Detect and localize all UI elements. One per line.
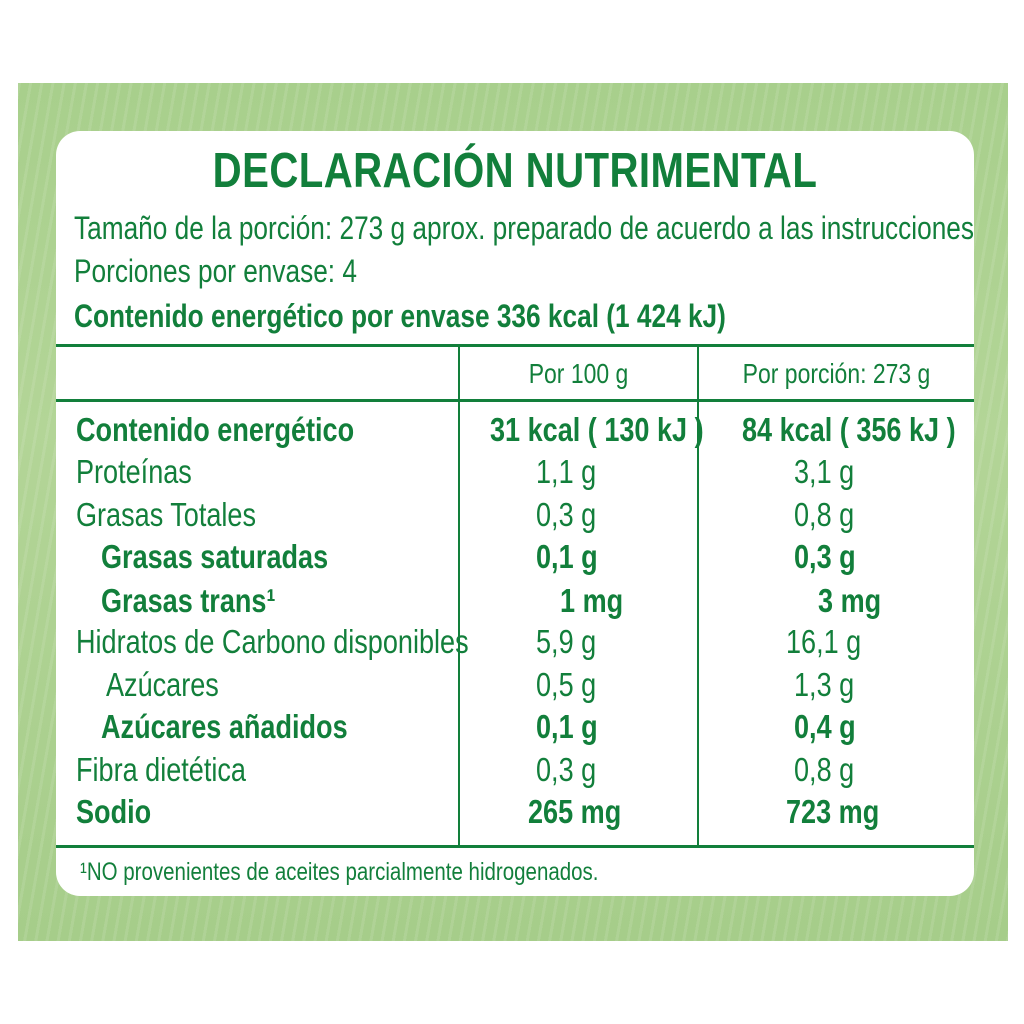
value-per-100g: 5,9 g (536, 623, 597, 660)
value-per-portion: 0,8 g (794, 751, 855, 788)
table-row: Grasas Totales 0,3 g 0,8 g (56, 494, 974, 536)
nutrient-name: Contenido energético (76, 411, 355, 448)
table-row: Proteínas 1,1 g 3,1 g (56, 451, 974, 493)
column-header-per-100g: Por 100 g (528, 358, 629, 389)
table-row: Grasas saturadas 0,1 g 0,3 g (56, 536, 974, 578)
value-per-100g: 1 mg (560, 582, 624, 619)
table-bottom-rule (56, 845, 974, 848)
table-row: Grasas trans¹ 1 mg 3 mg (56, 580, 974, 622)
nutrient-name: Grasas Totales (76, 496, 256, 533)
value-per-portion: 0,3 g (794, 538, 856, 575)
value-per-100g: 0,3 g (536, 496, 597, 533)
serving-size: Tamaño de la porción: 273 g aprox. prepa… (74, 210, 974, 246)
nutrient-name: Azúcares (106, 666, 219, 703)
nutrient-name: Azúcares añadidos (101, 708, 348, 745)
value-per-portion: 723 mg (786, 793, 880, 830)
column-divider-1 (458, 344, 460, 848)
nutrient-name: Proteínas (76, 453, 192, 490)
nutrient-name: Fibra dietética (76, 751, 246, 788)
table-row: Fibra dietética 0,3 g 0,8 g (56, 749, 974, 791)
value-per-portion: 16,1 g (786, 623, 862, 660)
label-title: DECLARACIÓN NUTRIMENTAL (212, 144, 818, 198)
value-per-100g: 0,5 g (536, 666, 597, 703)
footnote: ¹NO provenientes de aceites parcialmente… (80, 858, 599, 886)
value-per-100g: 0,3 g (536, 751, 597, 788)
energy-per-package: Contenido energético por envase 336 kcal… (74, 298, 726, 334)
nutrient-name: Grasas trans¹ (101, 582, 276, 619)
table-row: Hidratos de Carbono disponibles 5,9 g 16… (56, 621, 974, 663)
column-header-per-portion: Por porción: 273 g (742, 358, 931, 389)
value-per-100g: 0,1 g (536, 708, 598, 745)
nutrition-label: DECLARACIÓN NUTRIMENTAL Tamaño de la por… (56, 131, 974, 896)
table-row: Contenido energético 31 kcal ( 130 kJ ) … (56, 409, 974, 451)
servings-per-package: Porciones por envase: 4 (74, 253, 357, 289)
value-per-100g: 0,1 g (536, 538, 598, 575)
table-top-rule (56, 344, 974, 347)
value-per-portion: 1,3 g (794, 666, 855, 703)
nutrient-name: Hidratos de Carbono disponibles (76, 623, 469, 660)
value-per-portion: 3,1 g (794, 453, 855, 490)
value-per-100g: 1,1 g (536, 453, 597, 490)
table-row: Azúcares añadidos 0,1 g 0,4 g (56, 706, 974, 748)
value-per-portion: 84 kcal ( 356 kJ ) (742, 411, 956, 448)
value-per-100g: 265 mg (528, 793, 622, 830)
table-row: Sodio 265 mg 723 mg (56, 791, 974, 833)
value-per-portion: 3 mg (818, 582, 882, 619)
header-bottom-rule (56, 399, 974, 402)
table-row: Azúcares 0,5 g 1,3 g (56, 664, 974, 706)
nutrient-name: Sodio (76, 793, 152, 830)
value-per-100g: 31 kcal ( 130 kJ ) (490, 411, 704, 448)
value-per-portion: 0,4 g (794, 708, 856, 745)
nutrient-name: Grasas saturadas (101, 538, 329, 575)
column-divider-2 (697, 344, 699, 848)
value-per-portion: 0,8 g (794, 496, 855, 533)
